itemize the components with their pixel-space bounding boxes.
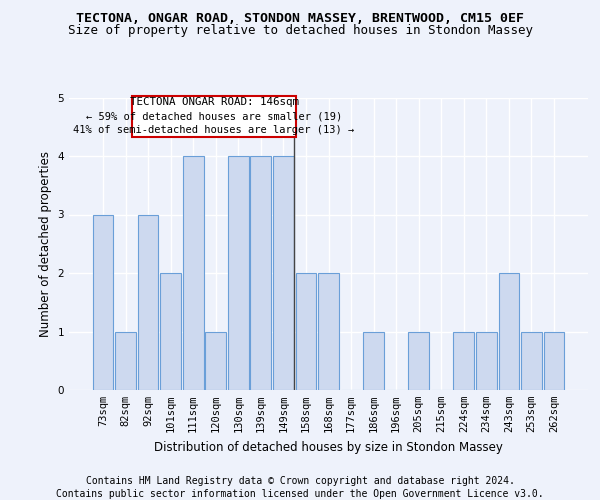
Bar — [228, 156, 248, 390]
Text: Contains HM Land Registry data © Crown copyright and database right 2024.: Contains HM Land Registry data © Crown c… — [86, 476, 514, 486]
Bar — [160, 273, 181, 390]
Bar — [137, 214, 158, 390]
Bar — [92, 214, 113, 390]
FancyBboxPatch shape — [132, 96, 296, 138]
Bar — [250, 156, 271, 390]
Bar — [499, 273, 520, 390]
Bar — [544, 332, 565, 390]
Bar — [183, 156, 203, 390]
Bar — [318, 273, 339, 390]
Text: ← 59% of detached houses are smaller (19): ← 59% of detached houses are smaller (19… — [86, 111, 342, 121]
Bar — [363, 332, 384, 390]
Bar — [273, 156, 294, 390]
Text: 41% of semi-detached houses are larger (13) →: 41% of semi-detached houses are larger (… — [73, 125, 355, 135]
Text: TECTONA, ONGAR ROAD, STONDON MASSEY, BRENTWOOD, CM15 0EF: TECTONA, ONGAR ROAD, STONDON MASSEY, BRE… — [76, 12, 524, 26]
Text: TECTONA ONGAR ROAD: 146sqm: TECTONA ONGAR ROAD: 146sqm — [130, 98, 299, 108]
Y-axis label: Number of detached properties: Number of detached properties — [39, 151, 52, 337]
Text: Contains public sector information licensed under the Open Government Licence v3: Contains public sector information licen… — [56, 489, 544, 499]
Bar — [476, 332, 497, 390]
Bar — [296, 273, 316, 390]
Bar — [115, 332, 136, 390]
Text: Size of property relative to detached houses in Stondon Massey: Size of property relative to detached ho… — [67, 24, 533, 37]
X-axis label: Distribution of detached houses by size in Stondon Massey: Distribution of detached houses by size … — [154, 440, 503, 454]
Bar — [521, 332, 542, 390]
Bar — [454, 332, 474, 390]
Bar — [409, 332, 429, 390]
Bar — [205, 332, 226, 390]
